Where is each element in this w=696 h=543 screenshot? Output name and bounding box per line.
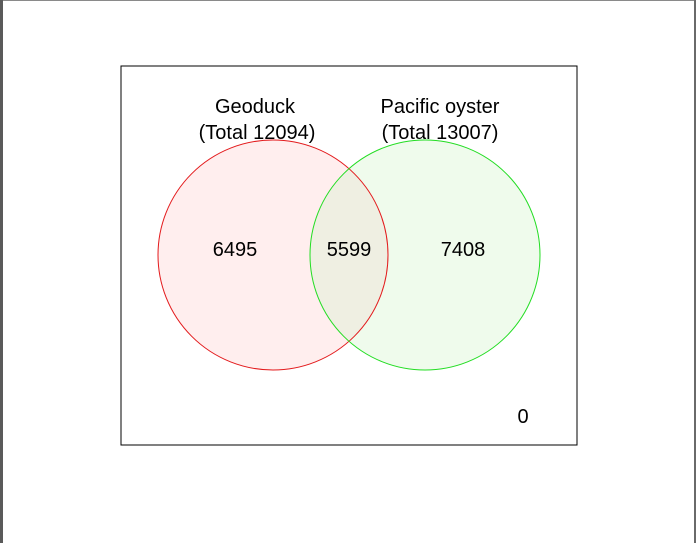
outside-count: 0 bbox=[517, 406, 528, 428]
window-left-edge bbox=[0, 0, 3, 543]
intersection-region bbox=[310, 140, 388, 370]
window-right-edge bbox=[694, 0, 696, 543]
pacific-oyster-unique-count: 7408 bbox=[441, 239, 486, 261]
pacific-oyster-total: (Total 13007) bbox=[382, 122, 499, 144]
geoduck-total: (Total 12094) bbox=[199, 122, 316, 144]
pacific-oyster-title: Pacific oyster bbox=[381, 96, 500, 118]
pacific-oyster-outline bbox=[309, 139, 541, 371]
geoduck-outline bbox=[157, 139, 389, 371]
geoduck-title: Geoduck bbox=[215, 96, 296, 118]
geoduck-unique-count: 6495 bbox=[213, 239, 258, 261]
intersection-count: 5599 bbox=[327, 239, 372, 261]
window-top-edge bbox=[0, 0, 696, 1]
